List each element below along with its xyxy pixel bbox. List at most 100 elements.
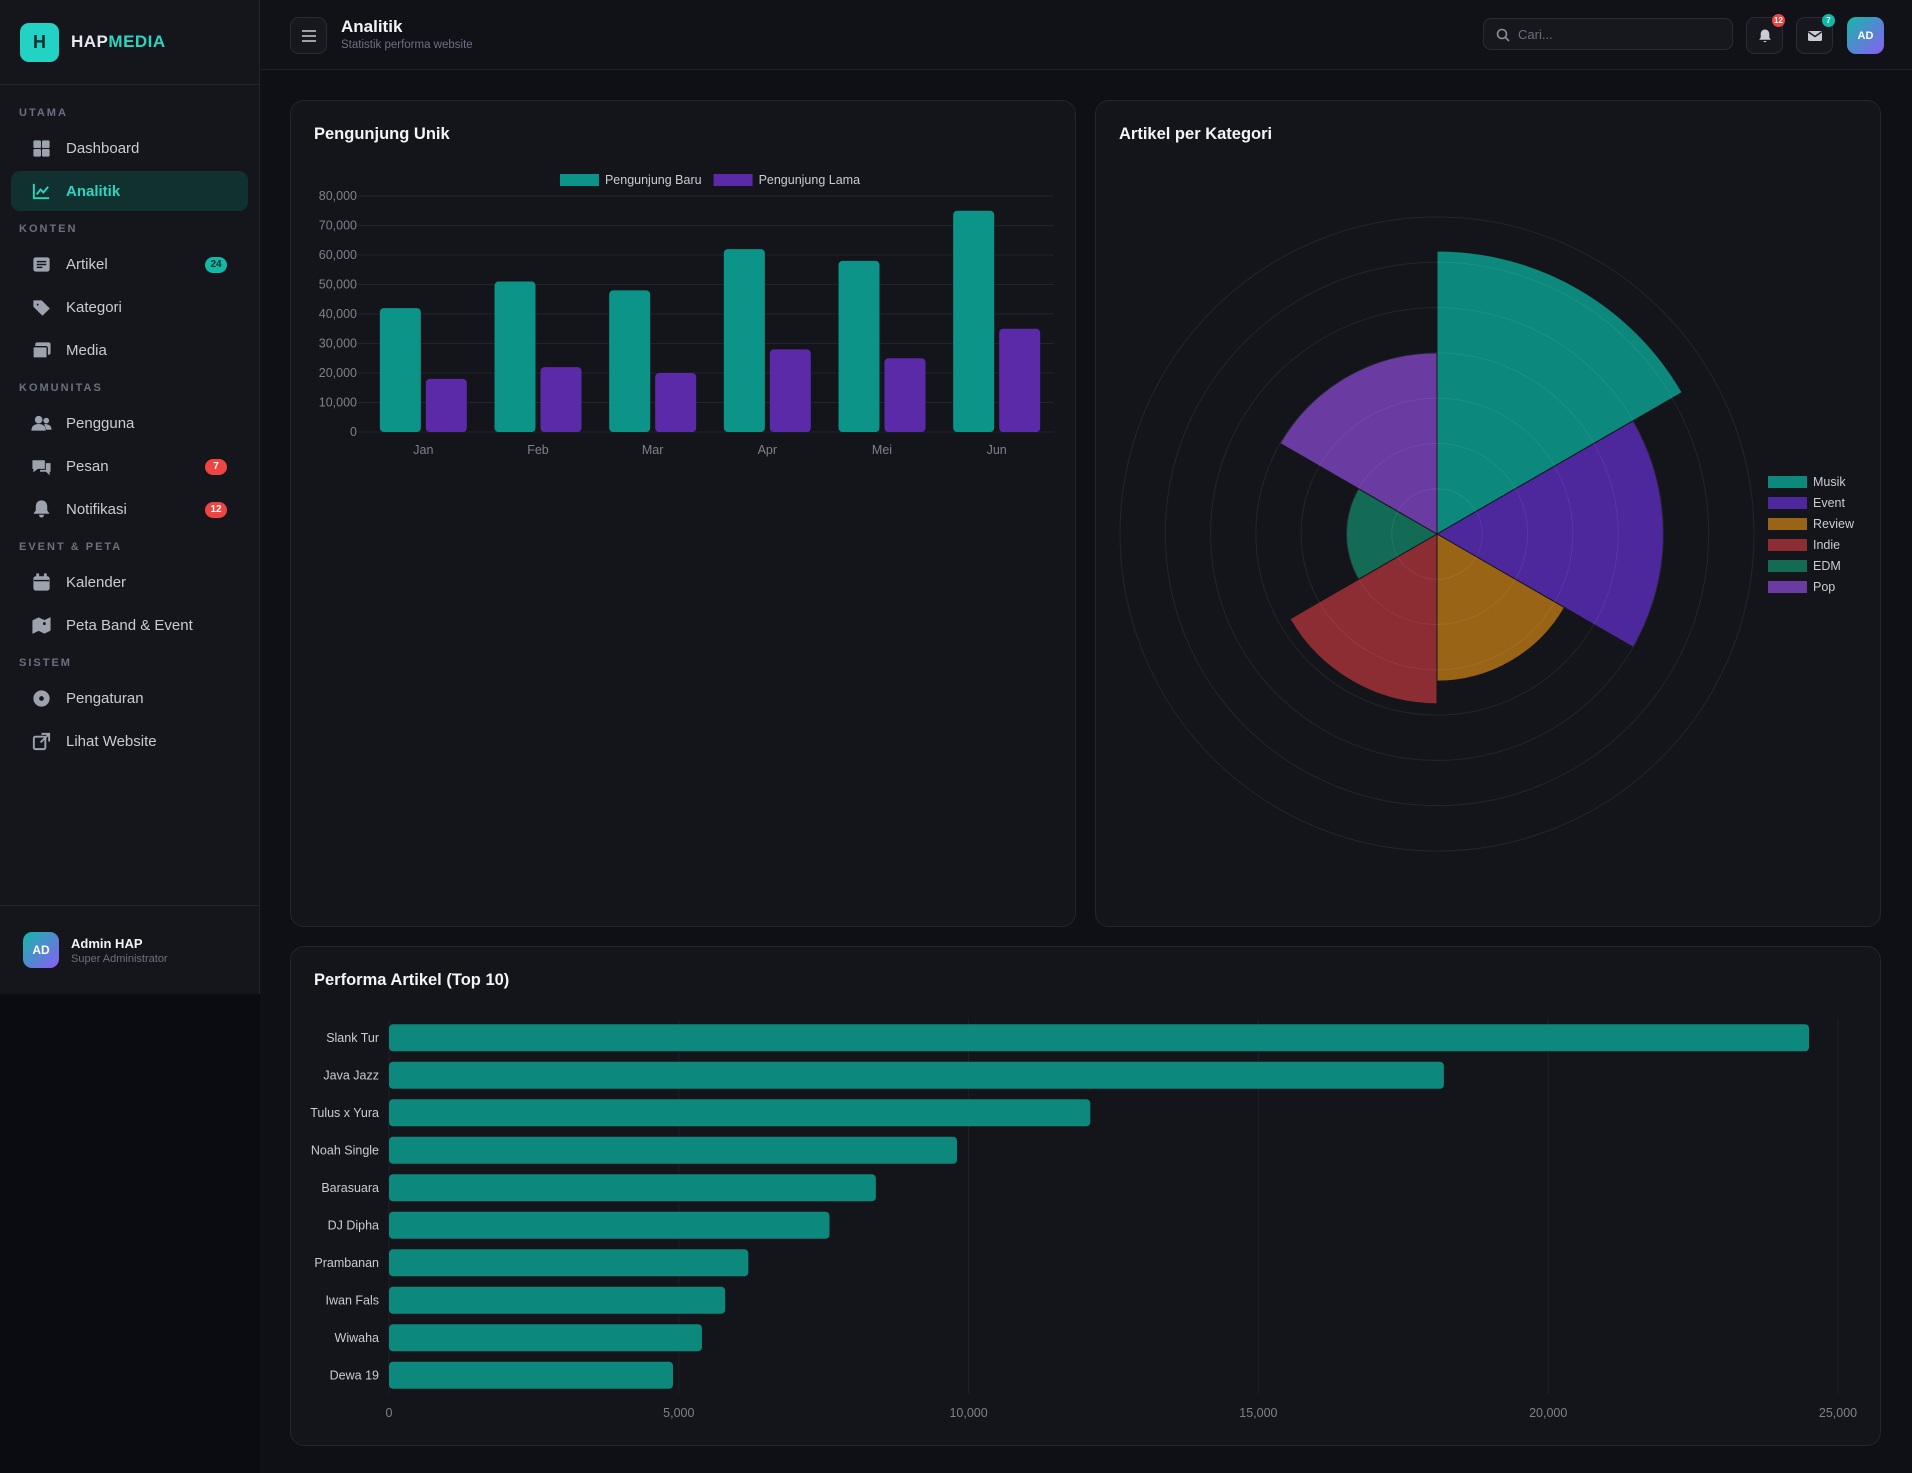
grid-ring [1210, 307, 1664, 761]
x-tick-label: Mei [872, 443, 892, 457]
nav-item[interactable]: Peta Band & Event [11, 604, 248, 647]
articles-card: Performa Artikel (Top 10) 0 5,000 10,000 15,… [290, 946, 1881, 1446]
nav-badge: 7 [205, 458, 227, 475]
y-tick-label: Barasuara [321, 1181, 379, 1195]
bar [999, 328, 1041, 432]
legend-label: Pengunjung Baru [605, 173, 702, 187]
nav-icon [33, 140, 50, 157]
y-tick-label: DJ Dipha [328, 1218, 379, 1232]
nav-item[interactable]: Lihat Website [11, 720, 248, 763]
x-tick-label: Mar [642, 443, 664, 457]
y-tick-label: Java Jazz [323, 1068, 379, 1082]
nav-label: Pesan [66, 458, 109, 475]
nav-item[interactable]: Kalender [11, 561, 248, 604]
nav-icon [33, 257, 50, 272]
section-title: KONTEN [19, 223, 78, 235]
x-tick-label: 0 [386, 1406, 393, 1420]
menu-icon [301, 29, 316, 42]
nav-item[interactable]: Pengaturan [11, 677, 248, 720]
bar [389, 1249, 749, 1277]
legend-label: Indie [1813, 538, 1840, 552]
card-title: Pengunjung Unik [314, 125, 450, 143]
nav-badge: 12 [205, 501, 227, 518]
header-avatar[interactable]: AD [1847, 17, 1884, 54]
nav-item[interactable]: Artikel 24 [11, 243, 248, 286]
bar [379, 308, 421, 432]
brand[interactable]: H HAPMEDIA [0, 0, 259, 85]
category-chart: Artikel per Kategori Musik Event Review Indi… [1119, 125, 1855, 852]
legend-label: EDM [1813, 559, 1841, 573]
nav-icon [32, 617, 51, 634]
nav-item[interactable]: Pengguna [11, 402, 248, 445]
grid-ring [1164, 261, 1710, 807]
legend-label: Review [1813, 517, 1855, 531]
y-tick-label: 40,000 [319, 307, 357, 321]
section-title: EVENT & PETA [19, 541, 123, 553]
sector [1279, 352, 1438, 535]
bar [723, 249, 765, 432]
visitors-card: Pengunjung Unik 0 10,000 20,000 30,000 40,000… [290, 100, 1076, 927]
bar [540, 367, 582, 432]
nav-label: Media [66, 342, 107, 359]
bar [389, 1324, 702, 1352]
nav-item[interactable]: Kategori [11, 286, 248, 329]
sector [1435, 420, 1664, 648]
legend-swatch [1768, 560, 1807, 572]
search-placeholder: Cari... [1518, 26, 1553, 42]
search-box[interactable]: Cari... [1483, 18, 1733, 50]
page-title: Analitik [341, 17, 403, 36]
sector [1345, 488, 1438, 580]
nav-item[interactable]: Dashboard [11, 127, 248, 170]
nav-icon [33, 573, 50, 591]
legend-swatch [1768, 476, 1807, 488]
legend-swatch [1768, 518, 1807, 530]
bar [425, 378, 467, 432]
nav-icon [31, 415, 52, 431]
x-tick-label: 5,000 [663, 1406, 694, 1420]
category-card: Artikel per Kategori Musik Event Review Indi… [1095, 100, 1881, 927]
y-tick-label: Dewa 19 [330, 1368, 379, 1382]
sector [1436, 533, 1566, 682]
x-tick-label: Feb [527, 443, 549, 457]
grid-ring [1119, 216, 1755, 852]
search-icon [1496, 28, 1510, 42]
x-tick-label: 15,000 [1239, 1406, 1277, 1420]
nav-icon [32, 183, 50, 199]
bar [389, 1361, 674, 1389]
nav-label: Kategori [66, 299, 122, 316]
user-avatar: AD [23, 932, 59, 968]
grid-ring [1345, 442, 1529, 626]
y-tick-label: 50,000 [319, 278, 357, 292]
notifications-button[interactable]: 12 [1746, 14, 1785, 54]
user-role: Super Administrator [71, 952, 168, 965]
user-name: Admin HAP [71, 935, 143, 951]
nav-label: Notifikasi [66, 501, 127, 518]
sidebar: H HAPMEDIA UTAMA Dashboard Analitik KONTEN A… [0, 0, 260, 994]
nav-badge: 24 [205, 256, 227, 273]
bar [884, 358, 926, 432]
menu-button[interactable] [290, 17, 327, 54]
y-tick-label: Noah Single [311, 1143, 379, 1157]
bar [389, 1136, 958, 1164]
nav-label: Kalender [66, 574, 127, 591]
bar [389, 1099, 1091, 1127]
nav-label: Lihat Website [66, 733, 157, 750]
y-tick-label: Prambanan [314, 1256, 379, 1270]
messages-button[interactable]: 7 [1796, 14, 1835, 54]
section-title: KOMUNITAS [19, 382, 103, 394]
sector [1436, 250, 1683, 535]
nav-item[interactable]: Analitik [11, 171, 248, 211]
nav-icon [33, 300, 50, 316]
nav-item[interactable]: Notifikasi 12 [11, 488, 248, 531]
nav-label: Dashboard [66, 140, 140, 157]
nav-item[interactable]: Pesan 7 [11, 445, 248, 488]
nav-label: Artikel [66, 256, 108, 273]
x-tick-label: 10,000 [949, 1406, 987, 1420]
bar [389, 1024, 1810, 1052]
bar [655, 373, 697, 432]
user-card[interactable]: AD Admin HAP Super Administrator [0, 905, 259, 994]
nav-item[interactable]: Media [11, 329, 248, 372]
grid-ring [1391, 488, 1483, 580]
legend-swatch [1768, 581, 1807, 593]
